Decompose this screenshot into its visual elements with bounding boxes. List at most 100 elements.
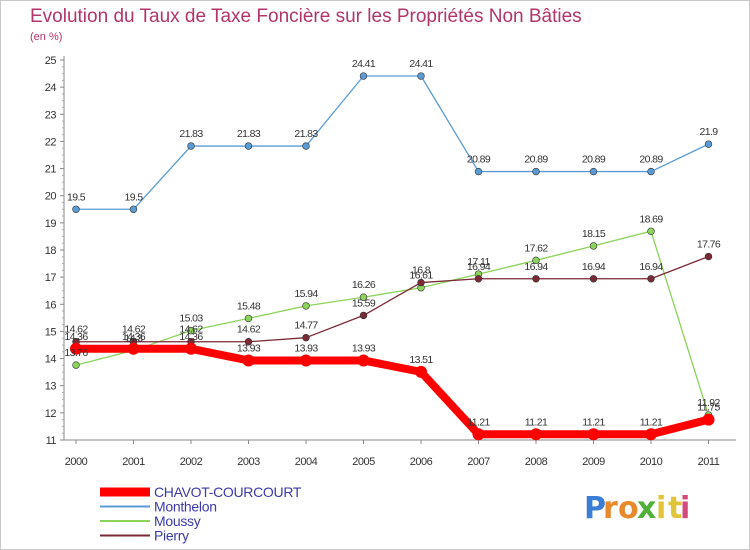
data-label-monthelon: 19.5 (124, 191, 143, 203)
y-tick-label: 20 (45, 191, 57, 203)
data-label-monthelon: 20.89 (639, 154, 663, 166)
x-tick-label: 2004 (295, 456, 318, 468)
data-label-pierry: 17.76 (697, 239, 721, 251)
x-tick-label: 2008 (525, 456, 548, 468)
data-label-monthelon: 19.5 (67, 191, 86, 203)
data-label-pierry: 16.94 (582, 261, 606, 273)
data-label-chavot-courcourt: 14.36 (64, 331, 88, 343)
data-label-chavot-courcourt: 14.36 (122, 331, 146, 343)
data-point-monthelon (359, 72, 368, 80)
data-point-monthelon (302, 142, 310, 150)
x-tick-label: 2000 (65, 456, 88, 468)
data-point-pierry (359, 311, 368, 320)
data-point-monthelon (417, 72, 425, 80)
data-point-pierry (244, 338, 253, 346)
x-tick-label: 2011 (698, 456, 720, 468)
data-point-chavot-courcourt (300, 354, 312, 367)
data-point-chavot-courcourt (127, 342, 140, 355)
data-point-moussy (187, 326, 195, 335)
data-label-monthelon: 20.89 (467, 154, 491, 166)
data-label-chavot-courcourt: 13.93 (237, 342, 261, 354)
data-point-monthelon (532, 167, 540, 176)
data-label-chavot-courcourt: 11.75 (697, 402, 720, 414)
y-tick-label: 25 (45, 55, 57, 67)
data-point-chavot-courcourt (530, 428, 542, 441)
logo-letter: r (603, 491, 618, 526)
y-tick-label: 13 (45, 381, 57, 393)
data-point-pierry (647, 275, 655, 283)
data-point-chavot-courcourt (472, 428, 485, 441)
legend-label-monthelon: Monthelon (154, 499, 217, 515)
series-line-pierry (75, 255, 710, 343)
x-tick-label: 2003 (237, 456, 260, 468)
data-label-moussy: 18.69 (639, 213, 663, 225)
logo-letter: t (668, 491, 682, 526)
data-point-monthelon (589, 167, 598, 176)
x-tick-label: 2007 (467, 456, 490, 468)
legend-label-chavot-courcourt: CHAVOT-COURCOURT (154, 484, 302, 500)
axes: 11 12 13 14 15 16 17 18 19 20 21 22 23 24 25 2000 2001 20… (45, 55, 736, 468)
data-point-moussy (647, 227, 655, 235)
data-label-chavot-courcourt: 11.21 (640, 416, 663, 428)
logo-letter: i (656, 491, 666, 526)
data-label-pierry: 14.62 (64, 324, 88, 336)
data-label-pierry: 14.77 (294, 320, 318, 332)
data-label-chavot-courcourt: 11.21 (525, 416, 548, 428)
data-label-monthelon: 24.41 (352, 58, 376, 70)
chart-subtitle: (en %) (30, 31, 62, 43)
data-point-moussy (302, 302, 310, 310)
chart-title: Evolution du Taux de Taxe Foncière sur l… (30, 6, 582, 27)
data-point-moussy (359, 293, 368, 301)
y-tick-label: 21 (45, 164, 57, 176)
y-tick-label: 14 (45, 354, 57, 366)
data-label-chavot-courcourt: 13.93 (294, 342, 318, 354)
data-point-chavot-courcourt (185, 342, 197, 355)
data-point-monthelon (474, 167, 483, 176)
data-label-monthelon: 21.83 (237, 128, 261, 140)
data-point-moussy (244, 314, 253, 323)
data-label-pierry: 16.94 (467, 261, 491, 273)
legend-label-moussy: Moussy (154, 513, 201, 529)
y-tick-label: 11 (46, 435, 57, 447)
data-label-chavot-courcourt: 13.93 (352, 342, 376, 354)
data-label-moussy: 14.3 (124, 332, 143, 344)
data-label-moussy: 16.26 (352, 279, 376, 291)
data-point-monthelon (244, 142, 253, 150)
data-label-monthelon: 24.41 (409, 58, 433, 70)
data-point-pierry (474, 275, 483, 283)
y-tick-label: 19 (45, 218, 57, 230)
data-point-pierry (532, 275, 540, 283)
legend-label-pierry: Pierry (154, 528, 189, 544)
data-label-monthelon: 20.89 (524, 154, 548, 166)
y-tick-label: 22 (45, 136, 57, 148)
data-label-moussy: 16.61 (409, 270, 433, 282)
data-label-chavot-courcourt: 13.51 (409, 354, 433, 366)
y-tick-label: 17 (45, 272, 57, 284)
data-label-moussy: 13.76 (64, 347, 88, 359)
y-tick-label: 12 (45, 408, 57, 420)
data-label-chavot-courcourt: 11.21 (467, 416, 490, 428)
data-point-chavot-courcourt (70, 342, 82, 355)
data-point-pierry (704, 252, 713, 261)
x-tick-label: 2002 (180, 456, 203, 468)
data-point-chavot-courcourt (702, 413, 715, 426)
data-label-monthelon: 21.83 (179, 128, 203, 140)
data-label-moussy: 15.94 (294, 288, 318, 300)
y-tick-label: 15 (45, 326, 57, 338)
data-label-moussy: 17.11 (467, 256, 490, 268)
data-label-pierry: 16.94 (639, 261, 663, 273)
logo-letter: i (680, 491, 690, 526)
data-label-pierry: 14.62 (237, 324, 261, 336)
data-point-moussy (589, 242, 598, 250)
series-line-chavot-courcourt (72, 344, 713, 439)
logo-letter: P (584, 491, 606, 526)
data-point-moussy (72, 361, 80, 369)
data-point-moussy (532, 256, 540, 265)
data-point-chavot-courcourt (242, 354, 255, 367)
data-label-moussy: 15.48 (237, 300, 261, 312)
data-label-chavot-courcourt: 14.36 (179, 331, 203, 343)
data-point-pierry (417, 278, 425, 287)
data-point-monthelon (72, 205, 80, 213)
